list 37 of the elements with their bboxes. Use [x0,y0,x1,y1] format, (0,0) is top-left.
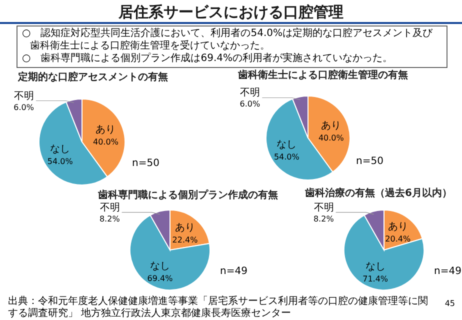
text: ○ 歯科専門職による個別プラン作成は69.4%の利用者が実施されていなかった。 [22,52,392,64]
data-label: 20.4% [385,234,411,244]
data-label: 6.0% [14,102,34,112]
slice-label: あり [321,120,342,132]
text: n=49 [220,266,248,277]
slice-label: 不明 [14,90,34,102]
data-label: 6.0% [240,100,261,109]
data-label: 69.4% [147,274,174,283]
slice-label: あり [388,221,408,232]
data-label: 40.0% [318,133,344,142]
slice-label: 不明 [314,202,334,214]
slice-label: なし [276,140,297,151]
text: 45 [444,299,455,308]
source-note: 出典：令和元年度老人保健健康増進等事業「居宅系サービス利用者等の口腔の健康管理等に関する調査研究」 地方独立行政法人東京都健康長寿医療センター [8,295,428,319]
slice-label: あり [175,222,196,234]
chart-title: 歯科専門職による個別プラン作成の有無 [97,189,278,201]
data-label: 40.0% [93,137,119,146]
chart-title: 定期的な口腔アセスメントの有無 [17,71,168,83]
slice-label: なし [150,260,170,272]
slice-label: 不明 [240,88,260,99]
slice-label: なし [50,144,70,156]
chart-title: 歯科衛生士による口腔衛生管理の有無 [237,69,408,81]
data-label: 8.2% [313,214,334,224]
data-label: 22.4% [172,235,198,244]
text: n=50 [132,158,160,169]
slice-label: 不明 [100,202,120,214]
text: ○ 認知症対応型共同生活介護において、利用者の54.0%は定期的な口腔アセスメント及び歯科衛生士による口腔衛生管理を受けていなかった。 [22,27,434,52]
data-label: 71.4% [362,274,388,284]
slice-label: あり [96,124,116,136]
slice-label: なし [365,262,386,273]
text: 居住系サービスにおける口腔管理 [118,3,344,21]
text: n=50 [356,156,384,167]
data-label: 8.2% [99,214,120,224]
text: n=49 [434,266,462,277]
chart-title: 歯科治療の有無（過去6月以内） [304,187,452,199]
data-label: 54.0% [274,152,300,162]
data-label: 54.0% [47,157,74,166]
